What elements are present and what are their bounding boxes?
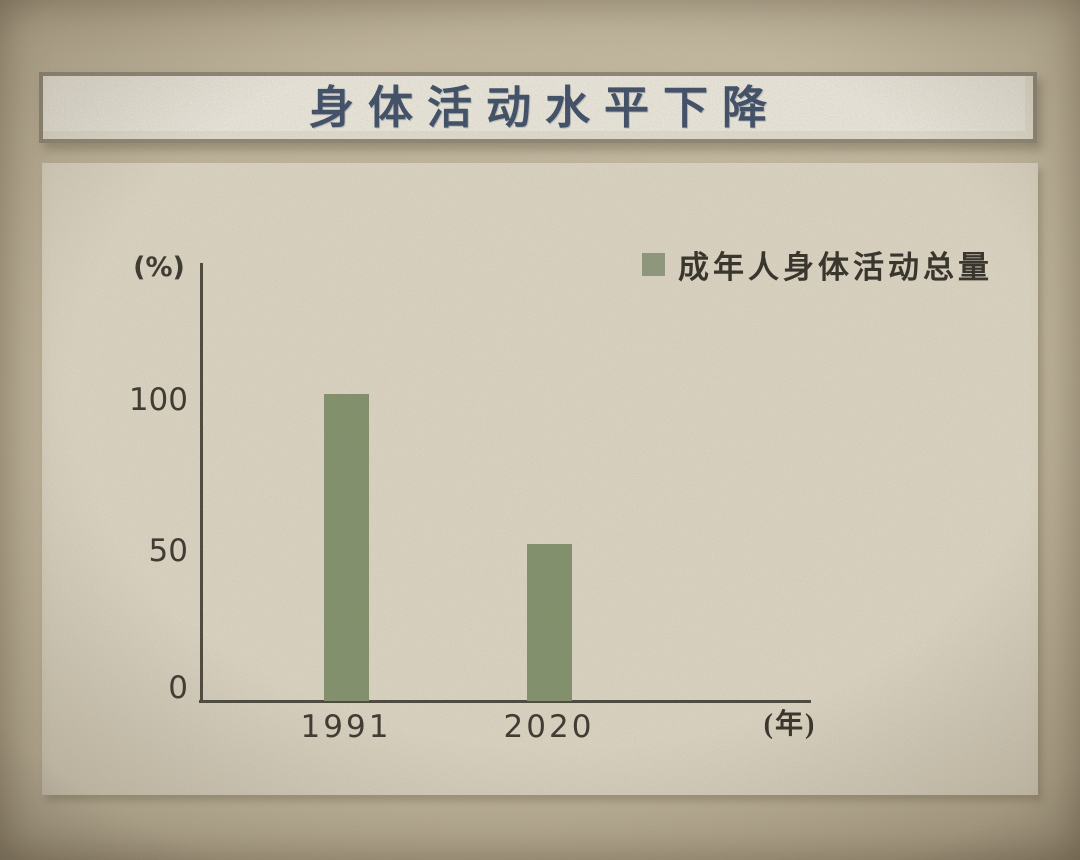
legend: 成年人身体活动总量 <box>642 250 993 285</box>
x-axis-line <box>199 700 811 703</box>
y-axis-unit-label: (%) <box>133 252 185 283</box>
legend-swatch-icon <box>642 252 665 276</box>
bar-1991 <box>323 394 369 701</box>
y-tick-label-50: 50 <box>148 532 188 569</box>
x-axis-unit-label: (年) <box>763 709 817 740</box>
legend-label: 成年人身体活动总量 <box>678 249 993 285</box>
y-tick-label-100: 100 <box>128 382 188 418</box>
y-tick-label-0: 0 <box>168 670 188 706</box>
x-category-label-2020: 2020 <box>503 709 595 745</box>
bar-2020 <box>526 544 572 701</box>
x-category-label-1991: 1991 <box>300 709 392 745</box>
y-axis-line <box>200 263 203 703</box>
